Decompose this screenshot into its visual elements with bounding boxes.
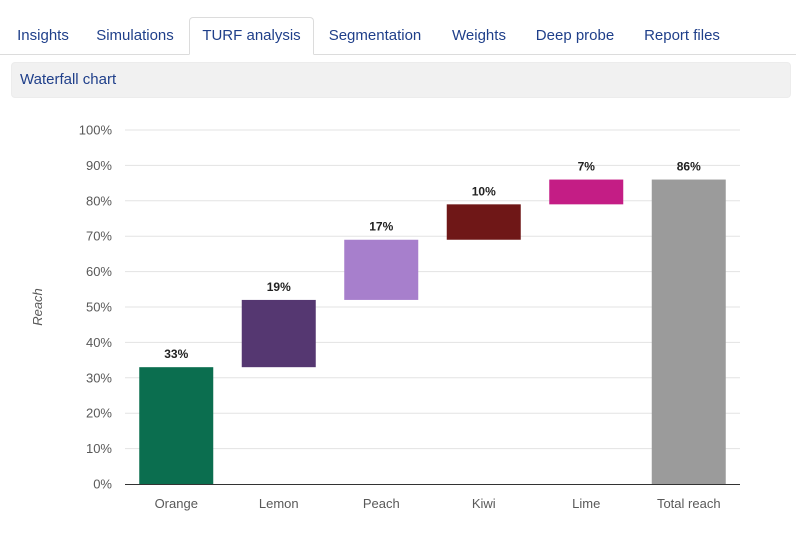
x-category-label: Peach xyxy=(363,496,400,511)
bar-lemon[interactable] xyxy=(241,299,316,368)
y-axis-ticks: 0% 10% 20% 30% 40% 50% 60% 70% 80% 90% 100% xyxy=(79,123,113,492)
y-tick-label: 20% xyxy=(86,406,112,421)
y-tick-label: 70% xyxy=(86,229,112,244)
data-label: 86% xyxy=(677,160,701,174)
y-tick-label: 10% xyxy=(86,441,112,456)
panel-title: Waterfall chart xyxy=(20,71,117,88)
bar-lime[interactable] xyxy=(549,179,624,205)
data-label: 19% xyxy=(267,280,291,294)
tab-bar: Insights Simulations TURF analysis Segme… xyxy=(0,0,796,55)
y-tick-label: 40% xyxy=(86,335,112,350)
bar-total-reach[interactable] xyxy=(651,179,726,484)
x-category-label: Total reach xyxy=(657,496,721,511)
tab-deep-probe[interactable]: Deep probe xyxy=(535,27,615,44)
bar-orange[interactable] xyxy=(139,367,214,484)
tab-simulations[interactable]: Simulations xyxy=(96,27,174,44)
data-label: 17% xyxy=(369,220,393,234)
data-label: 10% xyxy=(472,184,496,198)
data-label: 7% xyxy=(578,160,596,174)
tab-segmentation[interactable]: Segmentation xyxy=(328,27,422,44)
y-axis-label: Reach xyxy=(30,288,45,326)
x-category-label: Orange xyxy=(155,496,198,511)
y-tick-label: 50% xyxy=(86,300,112,315)
tab-weights[interactable]: Weights xyxy=(452,27,506,44)
x-category-label: Kiwi xyxy=(472,496,496,511)
tab-report-files[interactable]: Report files xyxy=(644,27,720,44)
tab-turf-analysis[interactable]: TURF analysis xyxy=(189,17,314,55)
x-category-label: Lime xyxy=(572,496,600,511)
data-label: 33% xyxy=(164,347,188,361)
y-tick-label: 30% xyxy=(86,370,112,385)
y-tick-label: 0% xyxy=(93,477,112,492)
y-tick-label: 90% xyxy=(86,158,112,173)
tab-insights[interactable]: Insights xyxy=(17,27,69,44)
chart-bars xyxy=(139,179,726,484)
x-category-label: Lemon xyxy=(259,496,299,511)
x-axis-categories: Orange Lemon Peach Kiwi Lime Total reach xyxy=(155,496,721,511)
panel-header: Waterfall chart xyxy=(11,62,791,98)
bar-kiwi[interactable] xyxy=(446,204,521,240)
y-tick-label: 100% xyxy=(79,123,113,138)
y-tick-label: 60% xyxy=(86,264,112,279)
y-tick-label: 80% xyxy=(86,193,112,208)
data-labels: 33% 19% 17% 10% 7% 86% xyxy=(164,160,701,362)
bar-peach[interactable] xyxy=(344,239,419,300)
chart-gridlines xyxy=(125,129,740,450)
